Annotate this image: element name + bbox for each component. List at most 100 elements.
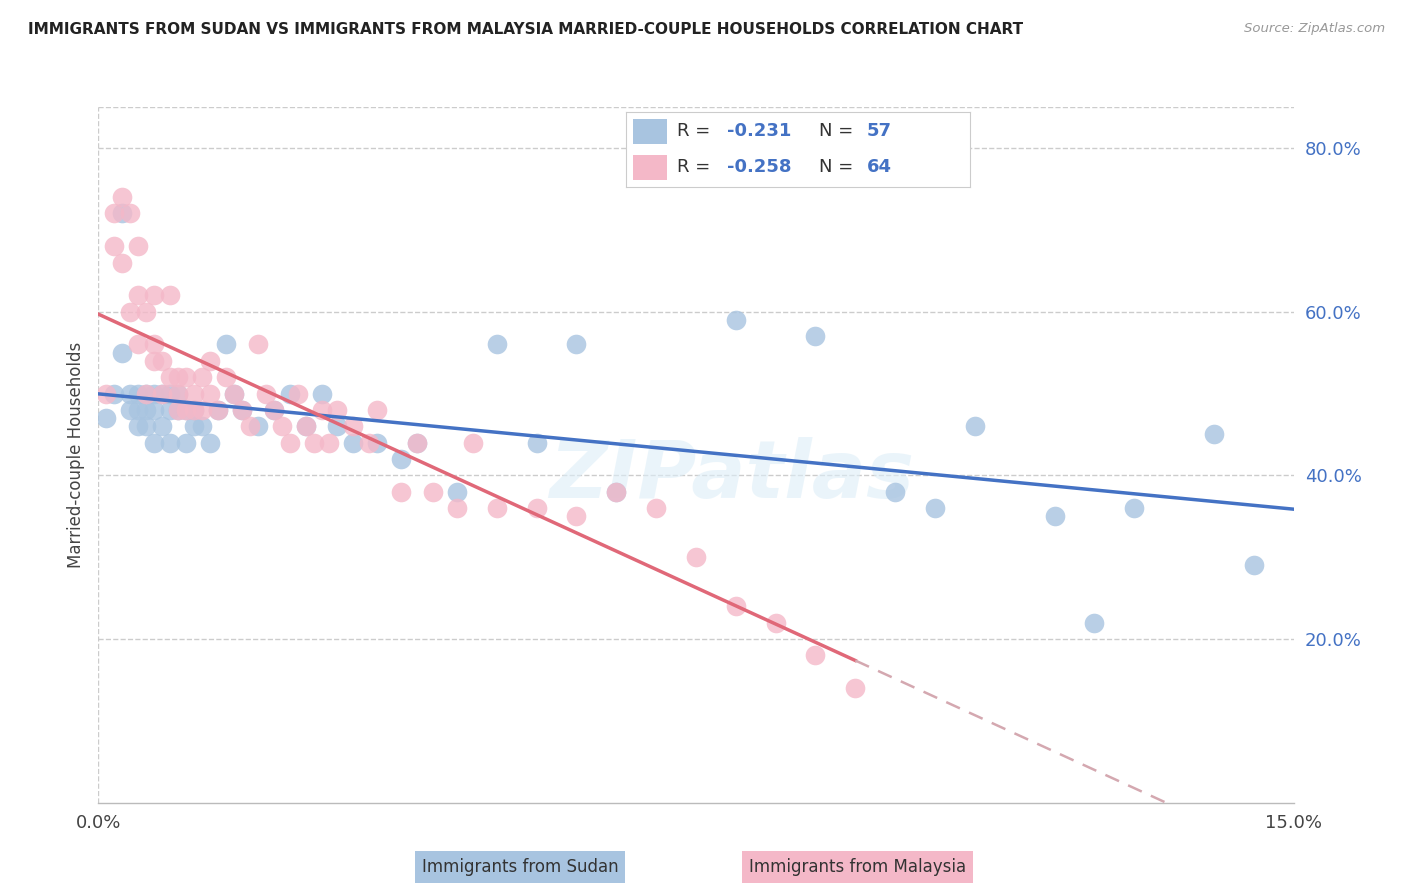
Point xyxy=(127,403,149,417)
Text: 57: 57 xyxy=(866,122,891,140)
Point xyxy=(302,435,325,450)
Point xyxy=(1202,427,1225,442)
Point xyxy=(263,403,285,417)
Text: Source: ZipAtlas.com: Source: ZipAtlas.com xyxy=(1244,22,1385,36)
Point xyxy=(207,403,229,417)
Point xyxy=(96,386,118,401)
Point xyxy=(294,419,316,434)
Point xyxy=(246,419,269,434)
Point xyxy=(103,206,125,220)
Point xyxy=(231,403,253,417)
Point xyxy=(174,403,197,417)
Point xyxy=(159,435,181,450)
Point xyxy=(135,304,157,318)
Point xyxy=(215,337,238,351)
Bar xyxy=(633,119,666,145)
Point xyxy=(446,501,468,516)
Point xyxy=(198,353,221,368)
Point xyxy=(167,403,190,417)
Point xyxy=(724,599,747,614)
Point xyxy=(318,435,340,450)
Point xyxy=(120,206,142,220)
Point xyxy=(143,435,166,450)
Point xyxy=(685,550,707,565)
Point xyxy=(174,370,197,384)
Point xyxy=(191,370,214,384)
Point xyxy=(366,435,388,450)
Point xyxy=(103,386,125,401)
Point xyxy=(844,681,866,696)
Point xyxy=(565,509,588,524)
Point xyxy=(183,419,205,434)
Point xyxy=(342,435,364,450)
Point xyxy=(127,288,149,302)
Point xyxy=(120,386,142,401)
Point xyxy=(143,288,166,302)
Point xyxy=(804,648,827,663)
Point xyxy=(239,419,262,434)
Point xyxy=(198,386,221,401)
Point xyxy=(167,386,190,401)
Point xyxy=(143,403,166,417)
Point xyxy=(422,484,444,499)
Point xyxy=(278,386,301,401)
Point xyxy=(924,501,946,516)
Point xyxy=(150,353,173,368)
Point xyxy=(159,288,181,302)
Y-axis label: Married-couple Households: Married-couple Households xyxy=(66,342,84,568)
Point xyxy=(461,435,484,450)
Point xyxy=(103,239,125,253)
Point xyxy=(884,484,907,499)
Point xyxy=(231,403,253,417)
Point xyxy=(191,419,214,434)
Text: Immigrants from Sudan: Immigrants from Sudan xyxy=(422,858,619,876)
Point xyxy=(127,337,149,351)
Point xyxy=(311,386,333,401)
Point xyxy=(222,386,245,401)
Point xyxy=(150,386,173,401)
Point xyxy=(198,435,221,450)
Point xyxy=(159,386,181,401)
Point xyxy=(246,337,269,351)
Point xyxy=(270,419,292,434)
Point xyxy=(526,501,548,516)
Text: R =: R = xyxy=(678,122,716,140)
Point xyxy=(111,345,134,359)
Text: N =: N = xyxy=(818,158,859,176)
Text: N =: N = xyxy=(818,122,859,140)
Point xyxy=(207,403,229,417)
Point xyxy=(159,403,181,417)
Point xyxy=(111,206,134,220)
Point xyxy=(167,370,190,384)
Point xyxy=(263,403,285,417)
Point xyxy=(183,403,205,417)
Point xyxy=(406,435,429,450)
Point xyxy=(326,403,349,417)
Point xyxy=(804,329,827,343)
Point xyxy=(127,419,149,434)
Point xyxy=(135,386,157,401)
Text: -0.258: -0.258 xyxy=(727,158,792,176)
Point xyxy=(765,615,787,630)
Point xyxy=(150,386,173,401)
Point xyxy=(111,255,134,269)
Point xyxy=(135,419,157,434)
Point xyxy=(366,403,388,417)
Point xyxy=(127,386,149,401)
Point xyxy=(159,370,181,384)
Point xyxy=(1083,615,1105,630)
Point xyxy=(485,337,508,351)
Text: IMMIGRANTS FROM SUDAN VS IMMIGRANTS FROM MALAYSIA MARRIED-COUPLE HOUSEHOLDS CORR: IMMIGRANTS FROM SUDAN VS IMMIGRANTS FROM… xyxy=(28,22,1024,37)
Point xyxy=(311,403,333,417)
Point xyxy=(645,501,668,516)
Text: ZIPatlas: ZIPatlas xyxy=(550,437,914,515)
Point xyxy=(183,386,205,401)
Point xyxy=(485,501,508,516)
Point xyxy=(135,386,157,401)
Point xyxy=(254,386,277,401)
Text: Immigrants from Malaysia: Immigrants from Malaysia xyxy=(749,858,966,876)
Text: -0.231: -0.231 xyxy=(727,122,792,140)
Point xyxy=(1043,509,1066,524)
Point xyxy=(1243,558,1265,573)
Point xyxy=(96,411,118,425)
